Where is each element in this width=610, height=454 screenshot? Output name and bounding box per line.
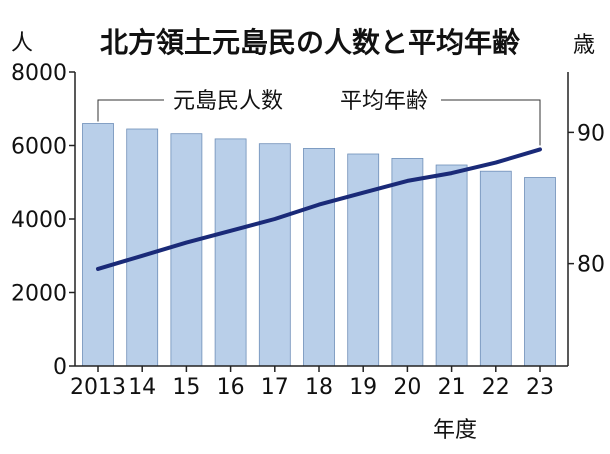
line-series-average-age	[96, 147, 542, 271]
bar-2013	[82, 123, 114, 367]
line-series-leader-line	[441, 99, 541, 146]
bar-22	[479, 170, 512, 367]
line-series-label: 平均年齢	[340, 89, 428, 114]
bar-series-label: 元島民人数	[173, 89, 283, 114]
bar-21	[435, 164, 468, 367]
bar-14	[126, 128, 159, 367]
line-layer	[96, 147, 542, 271]
bar-series-leader-line	[97, 99, 164, 122]
bar-18	[303, 147, 335, 367]
bar-17	[258, 143, 291, 367]
bar-23	[524, 177, 556, 367]
x-tick-label-15: 15	[172, 375, 200, 400]
x-tick-label-17: 17	[261, 375, 289, 400]
callouts-group: 元島民人数 平均年齢	[97, 89, 541, 146]
right-tick-label-90: 90	[577, 121, 605, 146]
right-tick-label-80: 80	[577, 253, 605, 278]
x-tick-label-16: 16	[217, 375, 245, 400]
x-tick-label-19: 19	[349, 375, 377, 400]
x-tick-label-20: 20	[393, 375, 421, 400]
x-tick-label-14: 14	[128, 375, 156, 400]
x-tick-label-18: 18	[305, 375, 333, 400]
left-tick-label-4000: 4000	[11, 208, 67, 233]
bar-16	[214, 138, 247, 367]
bar-20	[391, 157, 424, 367]
x-tick-label-22: 22	[482, 375, 510, 400]
right-axis-unit: 歳	[573, 33, 595, 58]
axes-group: 0 2000 4000 6000 8000 80 90 2013 14 15 16 17 18 19 20 2…	[11, 61, 605, 400]
left-tick-label-8000: 8000	[11, 61, 67, 86]
left-axis-unit: 人	[11, 31, 33, 56]
bar-19	[347, 153, 380, 367]
x-tick-label-23: 23	[526, 375, 554, 400]
x-tick-label-21: 21	[438, 375, 466, 400]
chart-title: 北方領土元島民の人数と平均年齢	[100, 26, 520, 59]
bar-15	[170, 133, 203, 367]
x-axis-label: 年度	[433, 418, 477, 443]
x-tick-label-2013: 2013	[70, 375, 126, 400]
left-tick-label-0: 0	[53, 355, 67, 380]
left-tick-label-2000: 2000	[11, 282, 67, 307]
left-tick-label-6000: 6000	[11, 135, 67, 160]
bars-group	[82, 123, 556, 367]
